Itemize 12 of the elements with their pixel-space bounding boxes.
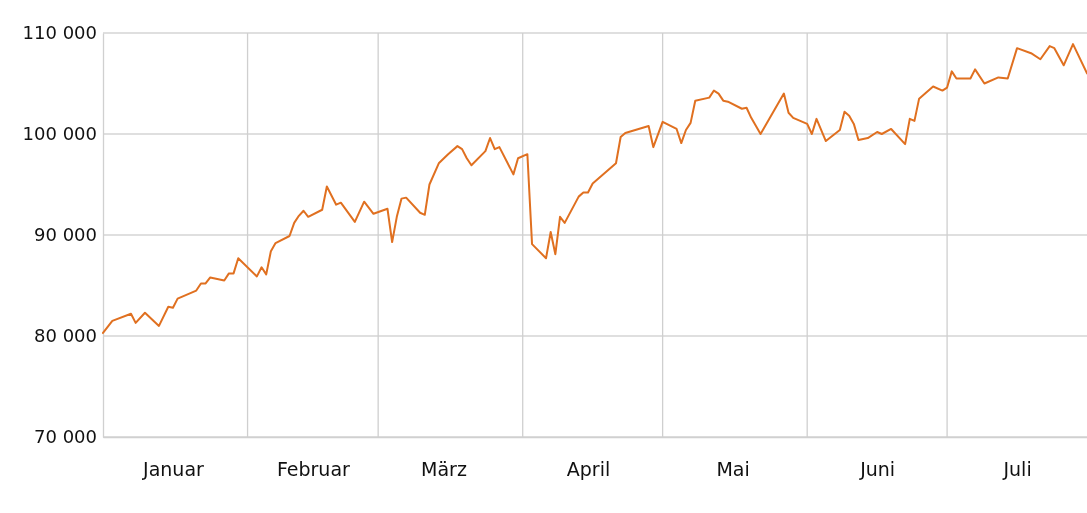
x-tick-label: März xyxy=(421,458,467,481)
y-tick-label: 110 000 xyxy=(22,22,97,44)
y-tick-label: 70 000 xyxy=(34,426,97,448)
y-tick-label: 80 000 xyxy=(34,325,97,347)
y-tick-label: 90 000 xyxy=(34,224,97,246)
y-tick-label: 100 000 xyxy=(22,123,97,145)
x-tick-label: Januar xyxy=(142,458,205,481)
x-tick-label: Juni xyxy=(859,458,896,481)
x-tick-label: April xyxy=(566,458,611,481)
x-tick-label: Juli xyxy=(1002,458,1032,481)
x-tick-label: Februar xyxy=(276,458,351,481)
x-tick-label: Mai xyxy=(716,458,750,481)
